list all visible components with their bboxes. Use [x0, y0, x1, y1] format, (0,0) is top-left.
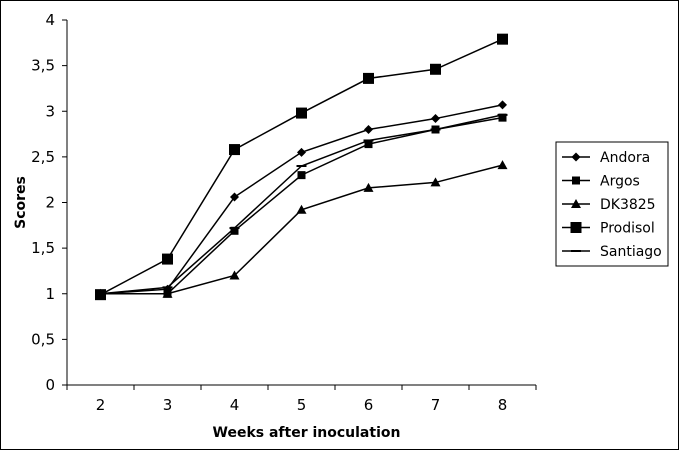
y-tick-label: 0,5	[31, 330, 55, 348]
data-point-argos	[498, 113, 507, 122]
data-point-argos	[364, 140, 373, 149]
data-point-dk3825	[430, 177, 441, 187]
x-tick-label: 7	[431, 396, 441, 414]
x-tick-label: 8	[498, 396, 508, 414]
y-tick-label: 3	[45, 102, 55, 120]
y-tick-label: 1	[45, 285, 55, 303]
data-point-dk3825	[229, 270, 240, 280]
x-tick-label: 5	[297, 396, 307, 414]
x-tick-label: 3	[163, 396, 173, 414]
legend-item-andora: Andora	[562, 150, 650, 166]
legend-marker	[570, 222, 582, 233]
data-point-andora	[230, 192, 239, 202]
data-point-argos	[230, 226, 239, 235]
legend: Andora Argos DK3825 Prodisol Santiago	[555, 141, 669, 267]
data-point-prodisol	[497, 33, 508, 45]
axes: 0 0,5 1 1,5 2 2,5 3 3,5 4 2 3 4 5 6 7 8	[31, 11, 537, 414]
legend-label: Argos	[600, 174, 640, 190]
x-tick-label: 2	[96, 396, 106, 414]
data-point-prodisol	[430, 63, 441, 75]
legend-item-santiago: Santiago	[562, 244, 662, 260]
data-point-prodisol	[229, 144, 240, 156]
x-axis-title: Weeks after inoculation	[213, 425, 401, 441]
series-line-andora	[100, 104, 503, 295]
data-point-prodisol	[162, 253, 173, 265]
data-point-prodisol	[363, 72, 374, 84]
legend-label: Andora	[600, 150, 650, 166]
series-dk3825	[95, 160, 508, 298]
y-tick-label: 2,5	[31, 148, 55, 166]
y-tick-label: 1,5	[31, 239, 55, 257]
series-layer	[95, 33, 508, 301]
legend-item-argos: Argos	[562, 174, 640, 190]
data-point-andora	[297, 147, 306, 157]
series-line-dk3825	[100, 164, 503, 295]
series-andora	[96, 100, 507, 299]
data-point-andora	[364, 125, 373, 134]
data-point-dk3825	[296, 204, 307, 214]
data-point-andora	[498, 100, 507, 110]
data-point-dk3825	[363, 182, 374, 192]
legend-item-dk3825: DK3825	[562, 197, 656, 213]
data-point-dk3825	[497, 160, 508, 170]
legend-label: DK3825	[600, 197, 656, 213]
y-tick-label: 4	[45, 11, 55, 29]
data-point-prodisol	[296, 107, 307, 119]
x-tick-label: 4	[230, 396, 240, 414]
data-point-argos	[297, 171, 306, 180]
series-santiago	[95, 113, 508, 295]
y-tick-label: 3,5	[31, 57, 55, 75]
y-tick-label: 0	[45, 376, 55, 394]
legend-label: Prodisol	[600, 221, 655, 237]
legend-marker	[572, 176, 580, 185]
legend-marker	[571, 152, 581, 162]
series-line-santiago	[100, 114, 503, 295]
legend-label: Santiago	[600, 244, 662, 260]
x-tick-label: 6	[364, 396, 374, 414]
y-tick-label: 2	[45, 194, 55, 212]
legend-marker	[571, 199, 581, 208]
y-axis-title: Scores	[13, 176, 29, 229]
data-point-andora	[431, 114, 440, 124]
data-point-dk3825	[162, 288, 173, 298]
legend-item-prodisol: Prodisol	[562, 221, 655, 237]
